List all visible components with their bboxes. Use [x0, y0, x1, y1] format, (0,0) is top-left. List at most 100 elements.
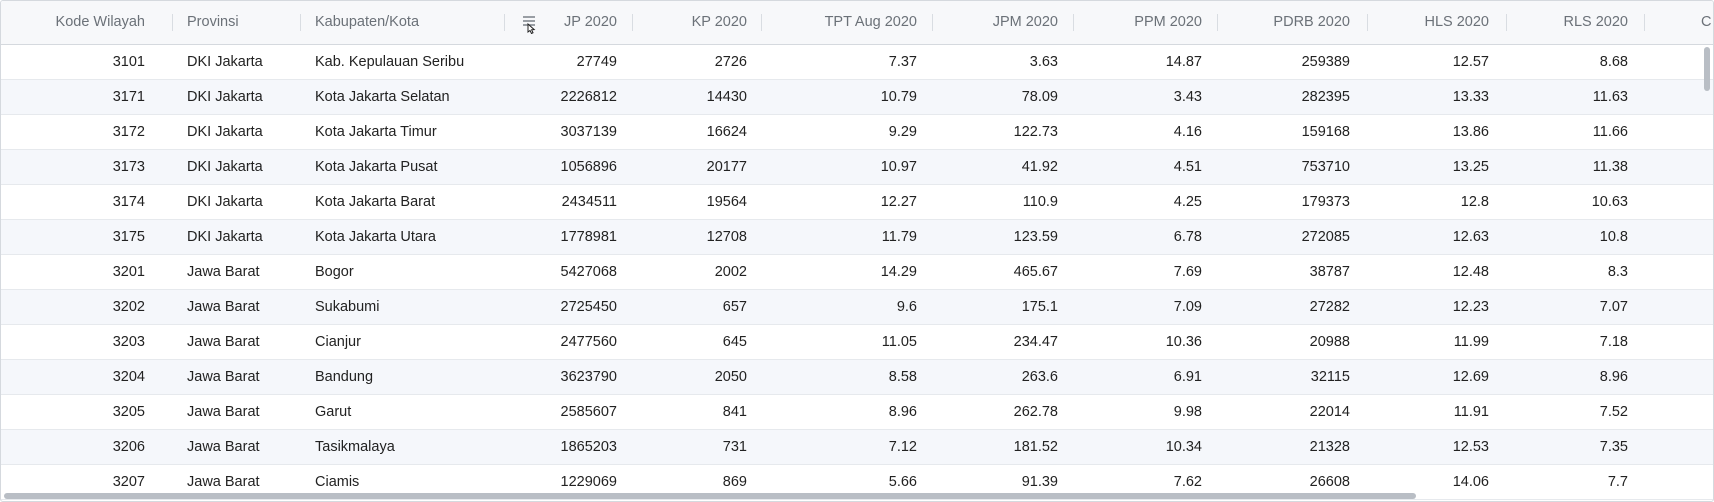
cell-jpm-2020: 91.39 — [1021, 474, 1058, 490]
table-row[interactable]: 3207 Jawa Barat Ciamis 1229069 869 5.66 91.39 7… — [1, 465, 1713, 500]
table-row[interactable]: 3101 DKI Jakarta Kab. Kepulauan Seribu 2774… — [1, 45, 1713, 80]
column-separator[interactable] — [300, 14, 301, 31]
cell-jp-2020: 3037139 — [560, 124, 617, 140]
cell-jp-2020: 1778981 — [560, 229, 617, 245]
table-row[interactable]: 3201 Jawa Barat Bogor 5427068 2002 14.29 465.6… — [1, 255, 1713, 290]
cell-kabupaten-kota: Tasikmalaya — [315, 439, 395, 455]
cell-ppm-2020: 7.62 — [1173, 474, 1202, 490]
cell-kode-wilayah: 3202 — [112, 299, 145, 315]
table-row[interactable]: 3171 DKI Jakarta Kota Jakarta Selatan 22268… — [1, 80, 1713, 115]
cell-tpt-aug-2020: 12.27 — [880, 194, 917, 210]
cell-tpt-aug-2020: 5.66 — [888, 474, 917, 490]
column-separator[interactable] — [504, 14, 505, 31]
vertical-scrollbar[interactable] — [1704, 45, 1710, 491]
cell-kabupaten-kota: Cianjur — [315, 334, 361, 350]
cell-provinsi: Jawa Barat — [187, 439, 260, 455]
cell-tpt-aug-2020: 10.79 — [880, 89, 917, 105]
cell-hls-2020: 13.86 — [1452, 124, 1489, 140]
column-header-hls-2020[interactable]: HLS 2020 — [1424, 14, 1490, 30]
cell-ppm-2020: 6.91 — [1173, 369, 1202, 385]
cell-jp-2020: 1865203 — [560, 439, 617, 455]
cell-jp-2020: 2585607 — [560, 404, 617, 420]
cell-kp-2020: 20177 — [706, 159, 747, 175]
cell-hls-2020: 12.53 — [1452, 439, 1489, 455]
column-header-jp-2020[interactable]: JP 2020 — [564, 14, 617, 30]
cell-kp-2020: 841 — [722, 404, 747, 420]
cell-provinsi: DKI Jakarta — [187, 229, 263, 245]
table-row[interactable]: 3203 Jawa Barat Cianjur 2477560 645 11.05 234.… — [1, 325, 1713, 360]
table-row[interactable]: 3175 DKI Jakarta Kota Jakarta Utara 1778981… — [1, 220, 1713, 255]
column-header-jpm-2020[interactable]: JPM 2020 — [992, 14, 1058, 30]
column-header-kabupaten-kota[interactable]: Kabupaten/Kota — [315, 14, 420, 30]
column-header-c[interactable]: C — [1701, 14, 1712, 30]
cell-hls-2020: 12.23 — [1452, 299, 1489, 315]
cell-rls-2020: 7.35 — [1599, 439, 1628, 455]
cell-kp-2020: 19564 — [706, 194, 747, 210]
table-row[interactable]: 3205 Jawa Barat Garut 2585607 841 8.96 262.78 9… — [1, 395, 1713, 430]
cell-kabupaten-kota: Kota Jakarta Selatan — [315, 89, 450, 105]
column-header-kode-wilayah[interactable]: Kode Wilayah — [55, 14, 145, 30]
cell-hls-2020: 12.48 — [1452, 264, 1489, 280]
table-row[interactable]: 3172 DKI Jakarta Kota Jakarta Timur 3037139… — [1, 115, 1713, 150]
cell-kabupaten-kota: Bandung — [315, 369, 374, 385]
horizontal-scrollbar-thumb[interactable] — [4, 493, 1416, 499]
cell-tpt-aug-2020: 8.96 — [888, 404, 917, 420]
cell-provinsi: Jawa Barat — [187, 334, 260, 350]
cell-provinsi: DKI Jakarta — [187, 89, 263, 105]
cell-tpt-aug-2020: 9.29 — [888, 124, 917, 140]
cell-hls-2020: 11.99 — [1453, 334, 1489, 350]
table-row[interactable]: 3173 DKI Jakarta Kota Jakarta Pusat 1056896… — [1, 150, 1713, 185]
cell-tpt-aug-2020: 9.6 — [896, 299, 917, 315]
cell-kabupaten-kota: Garut — [315, 404, 352, 420]
cell-rls-2020: 11.63 — [1592, 89, 1628, 105]
column-separator[interactable] — [1367, 14, 1368, 31]
column-separator[interactable] — [1073, 14, 1074, 31]
cell-rls-2020: 11.66 — [1592, 124, 1628, 140]
cell-kp-2020: 731 — [722, 439, 747, 455]
cell-ppm-2020: 4.25 — [1173, 194, 1202, 210]
cell-jpm-2020: 465.67 — [1013, 264, 1058, 280]
cell-jpm-2020: 122.73 — [1013, 124, 1058, 140]
column-separator[interactable] — [172, 14, 173, 31]
menu-icon[interactable] — [521, 12, 541, 35]
cell-jp-2020: 2725450 — [560, 299, 617, 315]
cell-rls-2020: 10.63 — [1591, 194, 1628, 210]
table-row[interactable]: 3174 DKI Jakarta Kota Jakarta Barat 2434511… — [1, 185, 1713, 220]
column-header-kp-2020[interactable]: KP 2020 — [691, 14, 747, 30]
cell-kp-2020: 869 — [722, 474, 747, 490]
column-separator[interactable] — [1644, 14, 1645, 31]
table-row[interactable]: 3202 Jawa Barat Sukabumi 2725450 657 9.6 175.1… — [1, 290, 1713, 325]
column-header-provinsi[interactable]: Provinsi — [187, 14, 239, 30]
cell-rls-2020: 7.7 — [1607, 474, 1628, 490]
cell-kabupaten-kota: Kota Jakarta Barat — [315, 194, 436, 210]
table-row[interactable]: 3204 Jawa Barat Bandung 3623790 2050 8.58 263.… — [1, 360, 1713, 395]
cell-hls-2020: 12.69 — [1452, 369, 1489, 385]
cell-provinsi: Jawa Barat — [187, 404, 260, 420]
cell-pdrb-2020: 753710 — [1301, 159, 1350, 175]
cell-hls-2020: 13.33 — [1452, 89, 1489, 105]
cell-hls-2020: 13.25 — [1452, 159, 1489, 175]
column-header-ppm-2020[interactable]: PPM 2020 — [1134, 14, 1202, 30]
cell-tpt-aug-2020: 14.29 — [880, 264, 917, 280]
column-header-rls-2020[interactable]: RLS 2020 — [1563, 14, 1629, 30]
cell-jp-2020: 5427068 — [560, 264, 617, 280]
cell-ppm-2020: 3.43 — [1173, 89, 1202, 105]
cell-kabupaten-kota: Bogor — [315, 264, 354, 280]
column-separator[interactable] — [932, 14, 933, 31]
column-header-tpt-aug-2020[interactable]: TPT Aug 2020 — [824, 14, 917, 30]
cell-jpm-2020: 123.59 — [1013, 229, 1058, 245]
vertical-scrollbar-thumb[interactable] — [1704, 47, 1710, 91]
column-separator[interactable] — [1217, 14, 1218, 31]
column-header-pdrb-2020[interactable]: PDRB 2020 — [1273, 14, 1350, 30]
cell-kabupaten-kota: Ciamis — [315, 474, 360, 490]
horizontal-scrollbar[interactable] — [1, 493, 1713, 499]
cell-kabupaten-kota: Kota Jakarta Utara — [315, 229, 436, 245]
cell-pdrb-2020: 26608 — [1309, 474, 1350, 490]
cell-rls-2020: 8.96 — [1599, 369, 1628, 385]
column-separator[interactable] — [761, 14, 762, 31]
column-separator[interactable] — [632, 14, 633, 31]
cell-pdrb-2020: 282395 — [1301, 89, 1350, 105]
column-separator[interactable] — [1506, 14, 1507, 31]
table-row[interactable]: 3206 Jawa Barat Tasikmalaya 1865203 731 7.12 1… — [1, 430, 1713, 465]
